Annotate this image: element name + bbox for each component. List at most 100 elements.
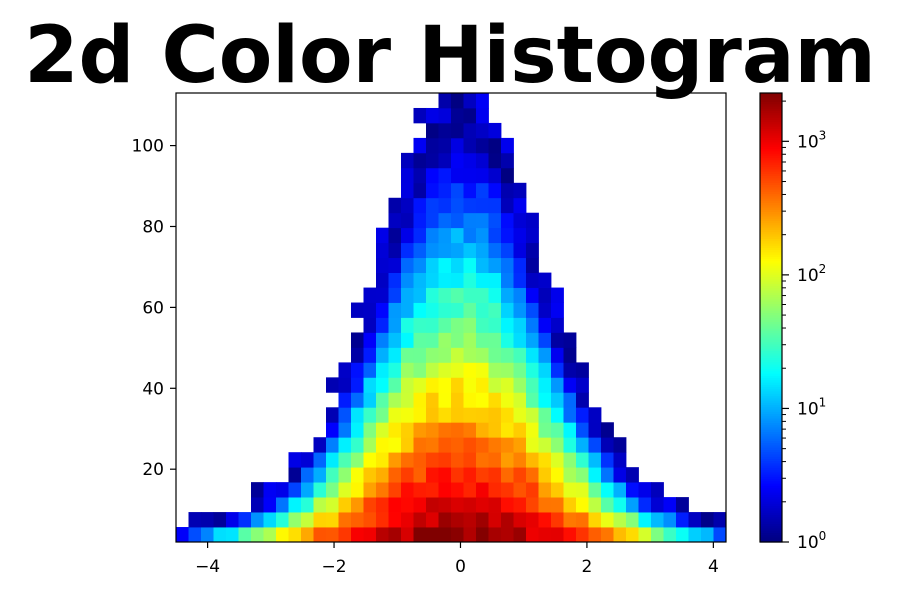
histogram-bin: [388, 497, 402, 513]
histogram-bin: [363, 482, 377, 498]
histogram-bin: [326, 467, 339, 483]
histogram-bin: [513, 272, 527, 288]
histogram-bin: [413, 212, 427, 229]
colorbar-segment: [760, 252, 782, 256]
histogram-bin: [438, 392, 452, 408]
histogram-bin: [488, 392, 502, 408]
histogram-bin: [376, 467, 389, 483]
histogram-bin: [526, 332, 539, 348]
colorbar-segment: [760, 214, 782, 218]
histogram-bin: [213, 512, 227, 528]
histogram-bin: [426, 317, 439, 333]
histogram-bin: [513, 467, 527, 483]
histogram-bin: [438, 137, 452, 154]
histogram-bin: [588, 452, 602, 468]
histogram-bin: [576, 377, 589, 393]
histogram-bin: [451, 272, 464, 288]
histogram-bin: [388, 212, 402, 229]
x-tick-label: 0: [455, 557, 466, 577]
histogram-bin: [338, 482, 352, 498]
histogram-bin: [426, 137, 439, 154]
colorbar-segment: [760, 203, 782, 206]
colorbar-segment: [760, 355, 782, 359]
histogram-bin: [401, 392, 414, 408]
histogram-bin: [301, 527, 314, 543]
colorbar-segment: [760, 339, 782, 343]
histogram-bin: [538, 437, 552, 453]
x-tick-label: −4: [195, 557, 220, 577]
histogram-bin: [426, 482, 439, 498]
histogram-bin: [451, 302, 464, 318]
histogram-bin: [476, 482, 489, 498]
colorbar-segment: [760, 418, 782, 422]
colorbar-frame: [759, 92, 783, 543]
histogram-bin: [588, 407, 602, 423]
colorbar-segment: [760, 357, 782, 361]
histogram-bin: [413, 422, 427, 438]
colorbar-segment: [760, 465, 782, 469]
colorbar-segment: [760, 182, 782, 186]
histogram-bin: [313, 467, 327, 483]
colorbar-segment: [760, 131, 782, 135]
colorbar-segment: [760, 205, 782, 209]
histogram-bin: [451, 422, 464, 438]
histogram-bin: [388, 437, 402, 453]
histogram-bin: [488, 347, 502, 363]
histogram-bin: [401, 407, 414, 423]
histogram-bin: [326, 497, 339, 513]
histogram-bin: [438, 302, 452, 318]
histogram-bin: [388, 197, 402, 214]
histogram-bin: [551, 362, 564, 378]
colorbar-segment: [760, 485, 782, 489]
histogram-bin: [488, 257, 502, 273]
histogram-bin: [463, 467, 477, 483]
histogram-bin: [376, 437, 389, 453]
histogram-bin: [576, 392, 589, 408]
histogram-bin: [426, 257, 439, 273]
histogram-bin: [401, 377, 414, 393]
colorbar-segment: [760, 353, 782, 357]
histogram-bin: [401, 332, 414, 348]
colorbar-segment: [760, 526, 782, 530]
colorbar-segment: [760, 149, 782, 152]
histogram-bin: [413, 137, 427, 154]
y-tick-label: 40: [142, 379, 164, 399]
histogram-bin: [438, 212, 452, 229]
histogram-bin: [538, 377, 552, 393]
histogram-bin: [413, 407, 427, 423]
colorbar-segment: [760, 200, 782, 204]
histogram-bin: [451, 467, 464, 483]
histogram-bin: [501, 242, 514, 259]
histogram-bin: [613, 437, 627, 453]
histogram-bin: [326, 377, 339, 393]
histogram-bin: [426, 437, 439, 453]
histogram-bin: [451, 512, 464, 528]
colorbar-segment: [760, 467, 782, 471]
histogram-bin: [426, 347, 439, 363]
histogram-bin: [538, 347, 552, 363]
histogram-bin: [426, 272, 439, 288]
histogram-bin: [388, 467, 402, 483]
colorbar-segment: [760, 494, 782, 498]
histogram-bin: [588, 527, 602, 543]
colorbar-segment: [760, 366, 782, 370]
histogram-bin: [438, 287, 452, 303]
colorbar-segment: [760, 407, 782, 411]
histogram-bin: [563, 452, 577, 468]
histogram-bin: [476, 467, 489, 483]
histogram-bin: [588, 422, 602, 438]
histogram-bin: [226, 512, 239, 528]
colorbar-segment: [760, 321, 782, 325]
histogram-bin: [226, 527, 239, 543]
colorbar-segment: [760, 229, 782, 233]
colorbar-segment: [760, 423, 782, 426]
histogram-bin: [501, 152, 514, 169]
histogram-bin: [363, 377, 377, 393]
colorbar-segment: [760, 308, 782, 312]
histogram-bin: [538, 392, 552, 408]
histogram-bin: [476, 302, 489, 318]
colorbar-segment: [760, 304, 782, 307]
colorbar-segment: [760, 236, 782, 240]
colorbar-segment: [760, 196, 782, 200]
histogram-bin: [463, 527, 477, 543]
